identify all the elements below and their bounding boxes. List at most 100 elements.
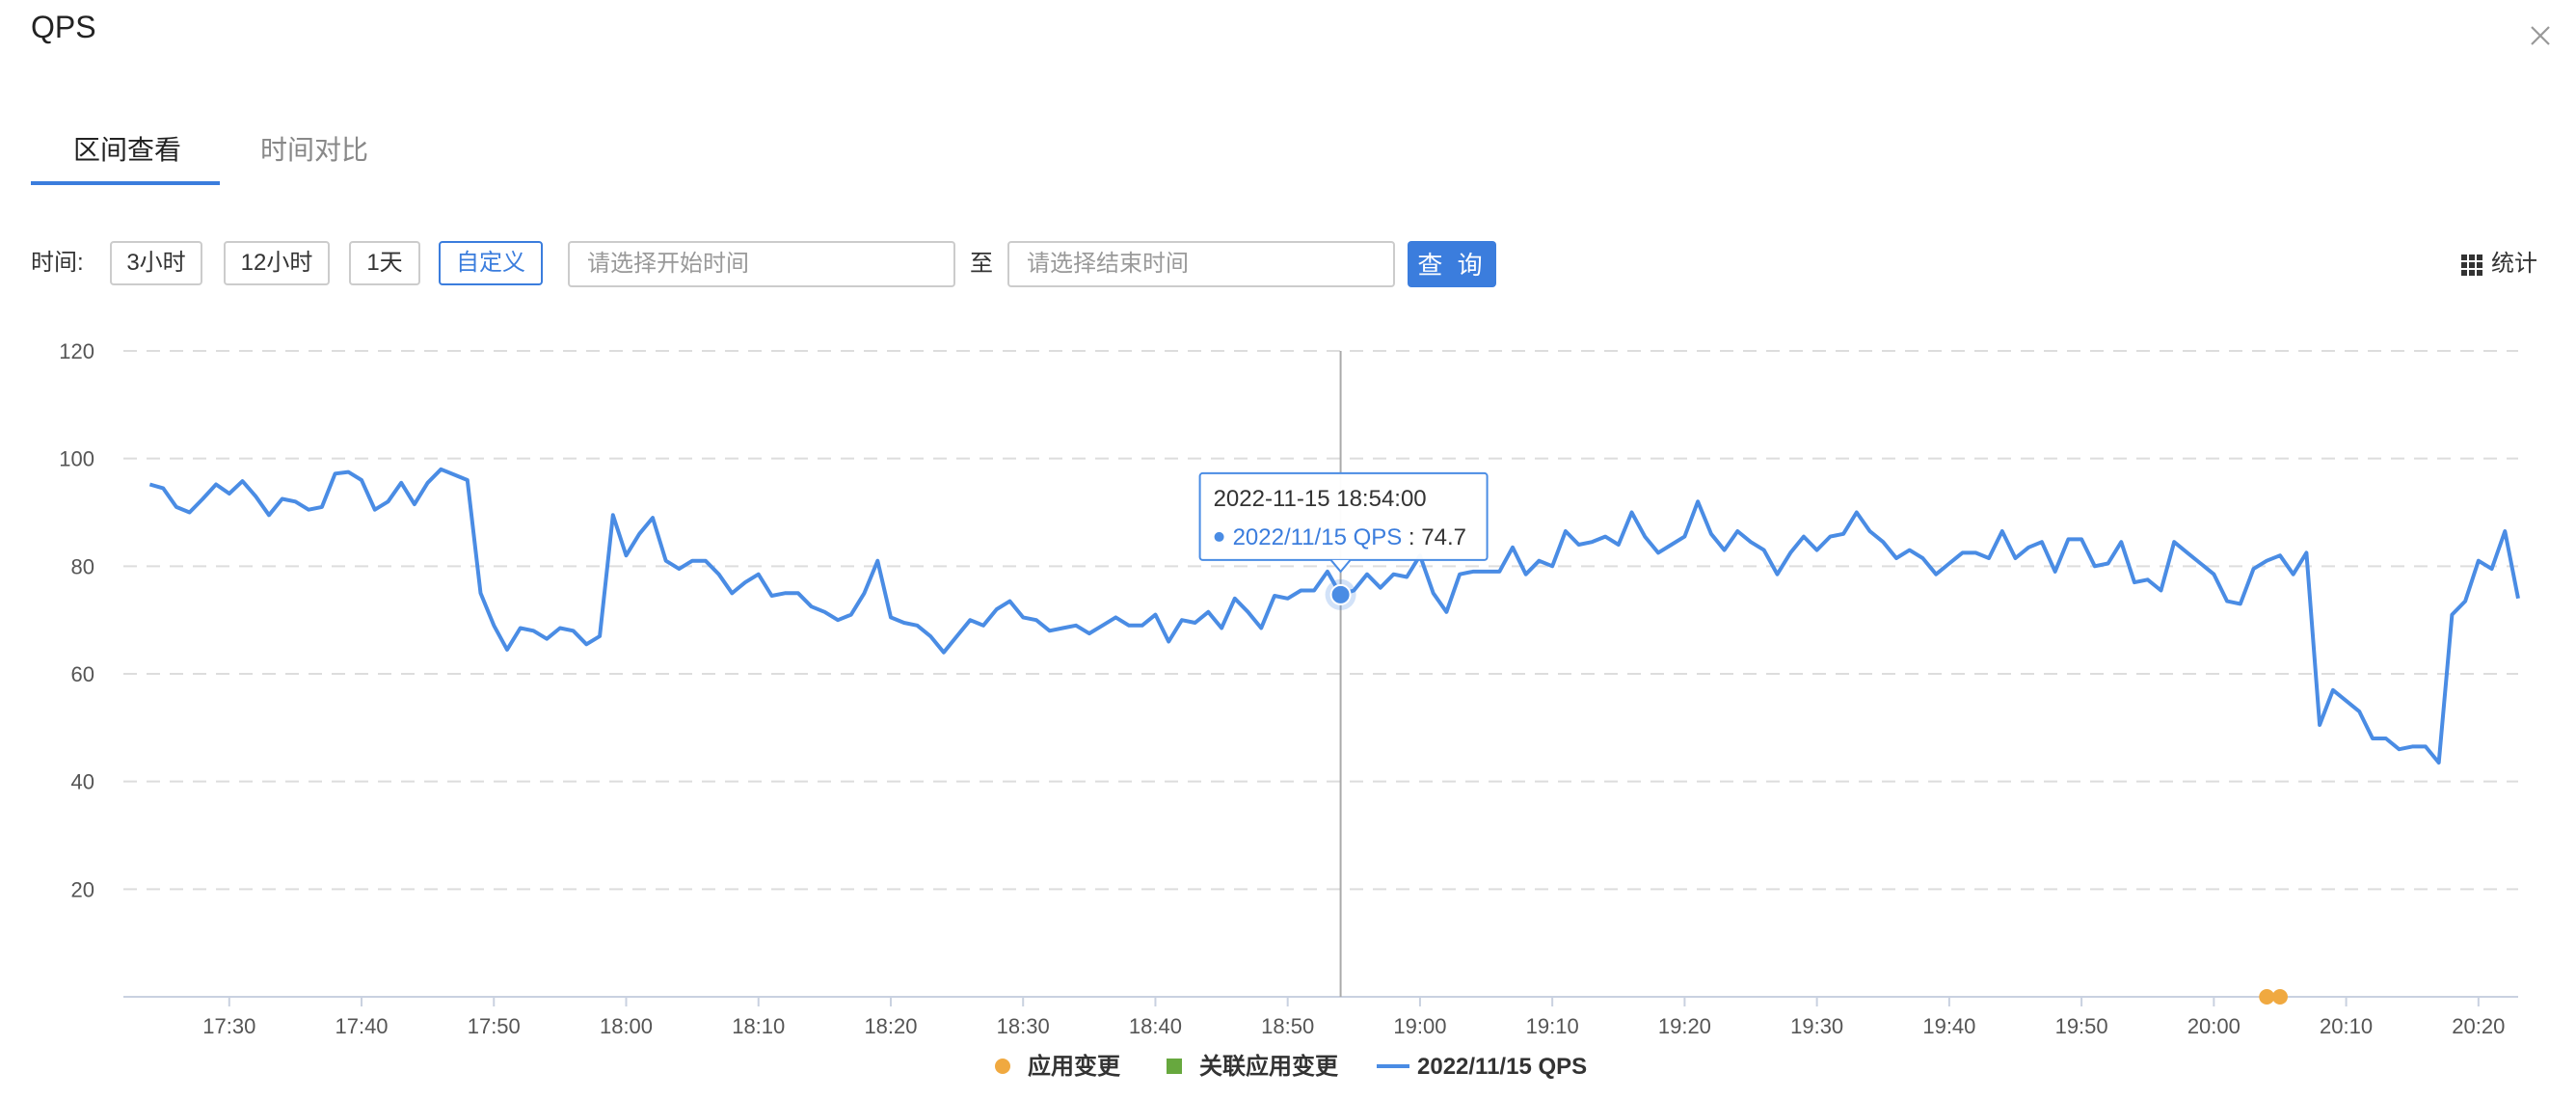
data-point[interactable] — [689, 558, 695, 564]
data-point[interactable] — [1258, 626, 1264, 631]
data-point[interactable] — [756, 572, 762, 577]
data-point[interactable] — [398, 480, 404, 486]
data-point[interactable] — [1695, 498, 1701, 504]
data-point[interactable] — [1193, 620, 1198, 626]
data-point[interactable] — [1140, 623, 1145, 629]
data-point[interactable] — [1272, 593, 1277, 599]
data-point[interactable] — [2515, 596, 2521, 602]
data-point[interactable] — [888, 614, 894, 620]
data-point[interactable] — [491, 623, 496, 629]
data-point[interactable] — [1748, 539, 1754, 545]
legend-item-app-change[interactable]: 应用变更 — [1028, 1053, 1121, 1080]
data-point[interactable] — [2185, 550, 2190, 555]
data-point[interactable] — [571, 628, 577, 633]
data-point[interactable] — [1933, 572, 1939, 577]
data-point[interactable] — [240, 478, 246, 484]
data-point[interactable] — [544, 636, 550, 642]
data-point[interactable] — [1708, 531, 1714, 537]
data-point[interactable] — [1999, 528, 2005, 534]
data-point[interactable] — [941, 650, 947, 656]
range-12h-button[interactable]: 12小时 — [224, 241, 330, 285]
data-point[interactable] — [372, 507, 378, 513]
data-point[interactable] — [1246, 609, 1251, 615]
data-point[interactable] — [213, 481, 219, 487]
data-point[interactable] — [1787, 550, 1793, 555]
data-point[interactable] — [438, 467, 443, 472]
data-point[interactable] — [742, 579, 748, 585]
data-point[interactable] — [2317, 722, 2322, 728]
data-point[interactable] — [1986, 555, 1992, 561]
data-point[interactable] — [1298, 587, 1303, 593]
data-point[interactable] — [1880, 539, 1886, 545]
data-point[interactable] — [1854, 510, 1860, 516]
data-point[interactable] — [1801, 534, 1807, 540]
data-point[interactable] — [1919, 555, 1925, 561]
data-point[interactable] — [253, 494, 258, 499]
data-point[interactable] — [1378, 585, 1383, 591]
data-point[interactable] — [359, 477, 364, 483]
data-point[interactable] — [676, 566, 682, 572]
data-point[interactable] — [1166, 639, 1171, 645]
data-point[interactable] — [1655, 550, 1661, 555]
data-point[interactable] — [2026, 545, 2031, 550]
data-point[interactable] — [1152, 612, 1158, 618]
data-point[interactable] — [2277, 552, 2283, 558]
data-point[interactable] — [2238, 601, 2243, 606]
data-point[interactable] — [1404, 575, 1409, 580]
data-point[interactable] — [1616, 542, 1622, 548]
data-point[interactable] — [2383, 736, 2389, 741]
data-point[interactable] — [1734, 528, 1740, 534]
data-point[interactable] — [1510, 545, 1516, 550]
data-point[interactable] — [2118, 539, 2124, 545]
data-point[interactable] — [1761, 548, 1767, 553]
data-point[interactable] — [160, 485, 166, 491]
data-point[interactable] — [1893, 555, 1899, 561]
data-point[interactable] — [1536, 558, 1542, 564]
data-point[interactable] — [174, 504, 179, 510]
data-point[interactable] — [451, 471, 457, 477]
data-point[interactable] — [967, 617, 973, 623]
data-point[interactable] — [2039, 539, 2045, 545]
data-point[interactable] — [1219, 626, 1224, 631]
data-point[interactable] — [610, 512, 616, 518]
data-point[interactable] — [1033, 617, 1039, 623]
data-point[interactable] — [848, 612, 854, 618]
data-point[interactable] — [1840, 531, 1846, 537]
data-point[interactable] — [716, 572, 722, 577]
tab-time-compare[interactable]: 时间对比 — [260, 135, 369, 165]
data-point[interactable] — [1946, 561, 1952, 567]
data-point[interactable] — [1006, 599, 1012, 604]
data-point[interactable] — [2370, 736, 2375, 741]
data-point[interactable] — [1205, 609, 1211, 615]
data-point[interactable] — [518, 626, 523, 631]
data-point[interactable] — [2079, 536, 2084, 542]
data-point[interactable] — [2356, 709, 2362, 714]
app-change-marker[interactable] — [2259, 989, 2275, 1005]
data-point[interactable] — [2330, 687, 2336, 693]
data-point[interactable] — [147, 481, 152, 487]
data-point[interactable] — [1311, 587, 1317, 593]
data-point[interactable] — [1020, 614, 1026, 620]
data-point[interactable] — [1390, 572, 1396, 577]
data-point[interactable] — [768, 593, 774, 599]
data-point[interactable] — [2344, 698, 2349, 704]
data-point[interactable] — [557, 626, 563, 631]
data-point[interactable] — [2198, 561, 2204, 567]
data-point[interactable] — [1774, 572, 1780, 577]
data-point[interactable] — [1364, 572, 1370, 577]
data-point[interactable] — [2053, 569, 2058, 575]
data-point[interactable] — [187, 510, 193, 516]
data-point[interactable] — [478, 590, 484, 596]
data-point[interactable] — [809, 603, 815, 609]
close-button[interactable] — [2526, 21, 2555, 50]
data-point[interactable] — [306, 507, 311, 513]
data-point[interactable] — [2502, 528, 2508, 534]
data-point[interactable] — [227, 491, 232, 496]
data-point[interactable] — [2303, 550, 2309, 555]
data-point[interactable] — [1907, 548, 1913, 553]
data-point[interactable] — [1602, 534, 1608, 540]
data-point[interactable] — [266, 512, 272, 518]
data-point[interactable] — [345, 469, 351, 475]
data-point[interactable] — [2423, 743, 2428, 749]
data-point[interactable] — [1960, 550, 1966, 555]
